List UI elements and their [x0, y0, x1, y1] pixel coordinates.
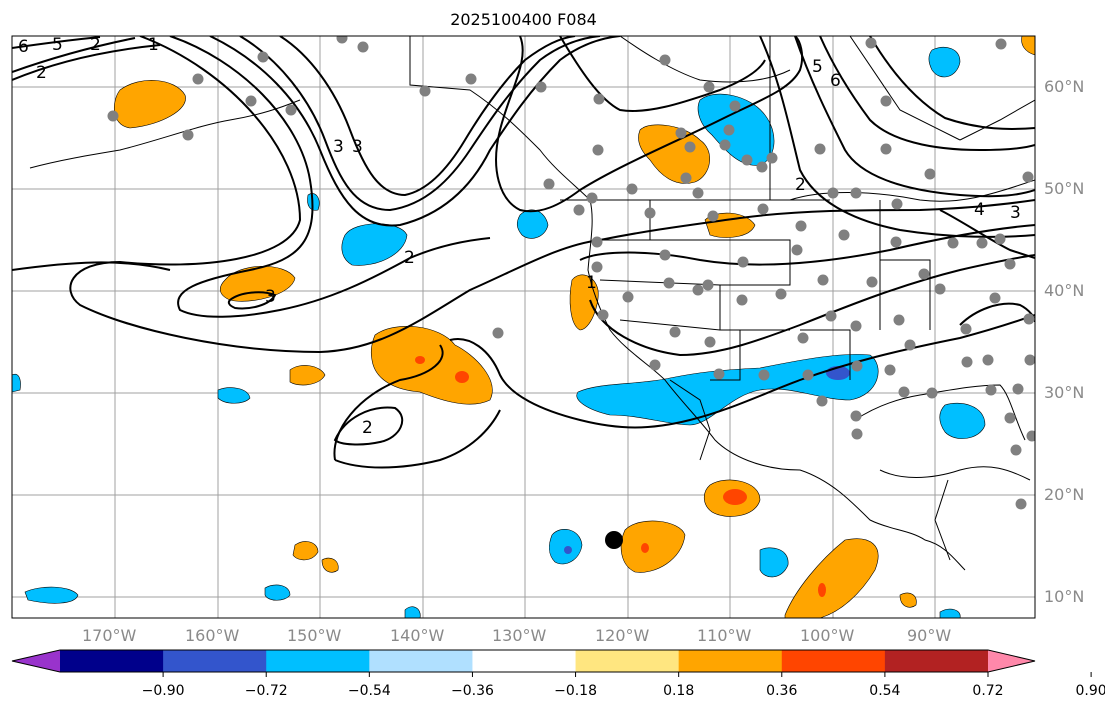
gridlines — [12, 36, 1035, 618]
storm-center-marker — [605, 531, 623, 549]
lon-label: 100°W — [800, 626, 855, 645]
map-area — [12, 36, 1035, 618]
lon-label: 120°W — [595, 626, 650, 645]
contour-label: 2 — [362, 418, 373, 438]
colorbar-segment — [369, 650, 473, 672]
colorbar-tick-label: 0.54 — [869, 683, 901, 699]
lon-label: 140°W — [390, 626, 445, 645]
lat-label: 10°N — [1044, 587, 1085, 606]
contour-label: 2 — [795, 175, 806, 195]
contour-label: 5 — [812, 57, 823, 77]
colorbar-segment — [266, 650, 370, 672]
contour-label: 1 — [148, 35, 159, 55]
lat-label: 40°N — [1044, 281, 1085, 300]
contour-label: 2 — [404, 248, 415, 268]
lon-label: 170°W — [82, 626, 137, 645]
lon-label: 150°W — [287, 626, 342, 645]
lat-label: 30°N — [1044, 383, 1085, 402]
colorbar-tick-label: −0.36 — [450, 683, 494, 699]
lon-label: 130°W — [492, 626, 547, 645]
contour-label: 5 — [52, 35, 63, 55]
contour-label: 4 — [974, 200, 985, 220]
contour-label: 2 — [36, 63, 47, 83]
colorbar-tick-label: 0.36 — [766, 683, 798, 699]
colorbar-tick-label: 0.90 — [1075, 683, 1105, 699]
contour-label: 3 — [265, 287, 276, 307]
lat-label: 50°N — [1044, 179, 1085, 198]
shaded-cores — [415, 356, 850, 597]
colorbar-segment — [163, 650, 267, 672]
colorbar-tick-label: 0.72 — [972, 683, 1004, 699]
colorbar-tick-label: −0.72 — [244, 683, 288, 699]
colorbar-segment — [884, 650, 989, 672]
colorbar-segment — [60, 650, 164, 672]
colorbar-tick-label: −0.18 — [554, 683, 597, 699]
lon-label: 110°W — [697, 626, 752, 645]
colorbar-tick-label: 0.18 — [663, 683, 695, 699]
colorbar — [11, 649, 1092, 677]
colorbar-tick-label: −0.54 — [347, 683, 391, 699]
contour-label: 2 — [90, 35, 101, 55]
coastlines — [29, 36, 1035, 571]
contour-label: 6 — [18, 37, 29, 57]
lat-label: 60°N — [1044, 77, 1085, 96]
map-frame — [11, 35, 1036, 619]
colorbar-segment — [575, 650, 680, 672]
colorbar-segment — [472, 650, 577, 672]
contour-label: 6 — [830, 71, 841, 91]
station-dots — [107, 36, 1035, 510]
lon-label: 90°W — [907, 626, 952, 645]
colorbar-segment — [781, 650, 886, 672]
contour-lines — [12, 36, 1035, 469]
contour-label: 3 — [333, 137, 344, 157]
lat-label: 20°N — [1044, 485, 1085, 504]
colorbar-extend-low — [12, 650, 60, 672]
shaded-anomalies — [12, 36, 1035, 618]
lon-label: 160°W — [185, 626, 240, 645]
contour-label: 1 — [586, 273, 597, 293]
contour-label: 3 — [352, 137, 363, 157]
contour-labels: 2 3 2 3 2 5 6 2 3 4 3 1 2 1 5 6 — [18, 35, 1021, 438]
colorbar-segment — [678, 650, 783, 672]
colorbar-outline — [11, 649, 1036, 673]
contour-label: 3 — [1010, 203, 1021, 223]
map-title: 2025100400 F084 — [450, 10, 597, 29]
colorbar-extend-high — [988, 650, 1035, 672]
colorbar-tick-label: −0.90 — [141, 683, 185, 699]
